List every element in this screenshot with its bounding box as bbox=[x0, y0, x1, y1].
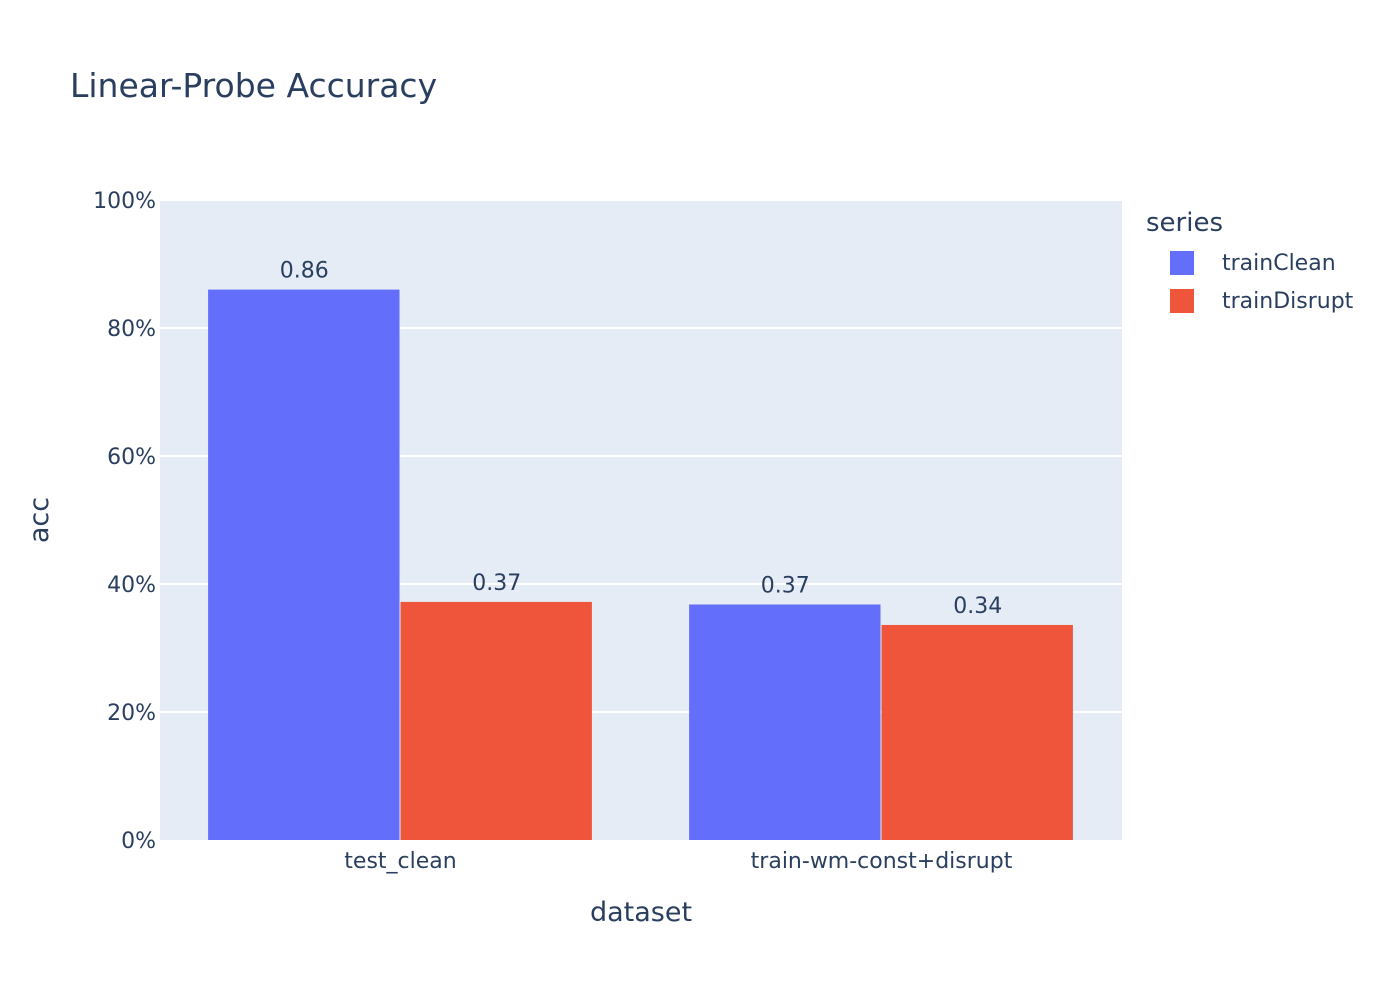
legend-label-traindisrupt: trainDisrupt bbox=[1222, 288, 1354, 314]
data-label: 0.37 bbox=[472, 571, 521, 596]
legend-swatch-traindisrupt bbox=[1170, 289, 1194, 313]
data-label: 0.37 bbox=[761, 573, 810, 598]
legend: series trainClean trainDisrupt bbox=[1146, 208, 1353, 320]
bar-trainDisrupt-test_clean[interactable] bbox=[400, 601, 592, 840]
y-tick-label: 0% bbox=[121, 829, 156, 854]
x-axis-title: dataset bbox=[590, 897, 692, 928]
y-axis-ticks: 0% 20% 40% 60% 80% 100% bbox=[93, 189, 156, 854]
bar-trainDisrupt-train-wm-const+disrupt[interactable] bbox=[881, 624, 1073, 840]
x-axis-ticks: test_clean train-wm-const+disrupt bbox=[344, 849, 1012, 874]
chart-title: Linear-Probe Accuracy bbox=[70, 66, 438, 105]
y-tick-label: 80% bbox=[107, 317, 156, 342]
y-tick-label: 100% bbox=[93, 189, 156, 214]
legend-item-traindisrupt[interactable]: trainDisrupt bbox=[1146, 282, 1353, 320]
legend-swatch-trainclean bbox=[1170, 251, 1194, 275]
y-tick-label: 40% bbox=[107, 573, 156, 598]
bar-trainClean-test_clean[interactable] bbox=[208, 289, 400, 841]
bar-trainClean-train-wm-const+disrupt[interactable] bbox=[689, 604, 881, 840]
y-tick-label: 60% bbox=[107, 445, 156, 470]
data-labels: 0.86 0.37 0.37 0.34 bbox=[280, 259, 1002, 619]
legend-item-trainclean[interactable]: trainClean bbox=[1146, 244, 1353, 282]
y-axis-title: acc bbox=[24, 497, 55, 543]
legend-label-trainclean: trainClean bbox=[1222, 250, 1336, 276]
x-tick-label: test_clean bbox=[344, 849, 456, 874]
data-label: 0.34 bbox=[953, 594, 1002, 619]
legend-title: series bbox=[1146, 208, 1223, 238]
bars bbox=[208, 289, 1073, 841]
y-tick-label: 20% bbox=[107, 701, 156, 726]
data-label: 0.86 bbox=[280, 259, 329, 284]
x-tick-label: train-wm-const+disrupt bbox=[751, 849, 1013, 874]
